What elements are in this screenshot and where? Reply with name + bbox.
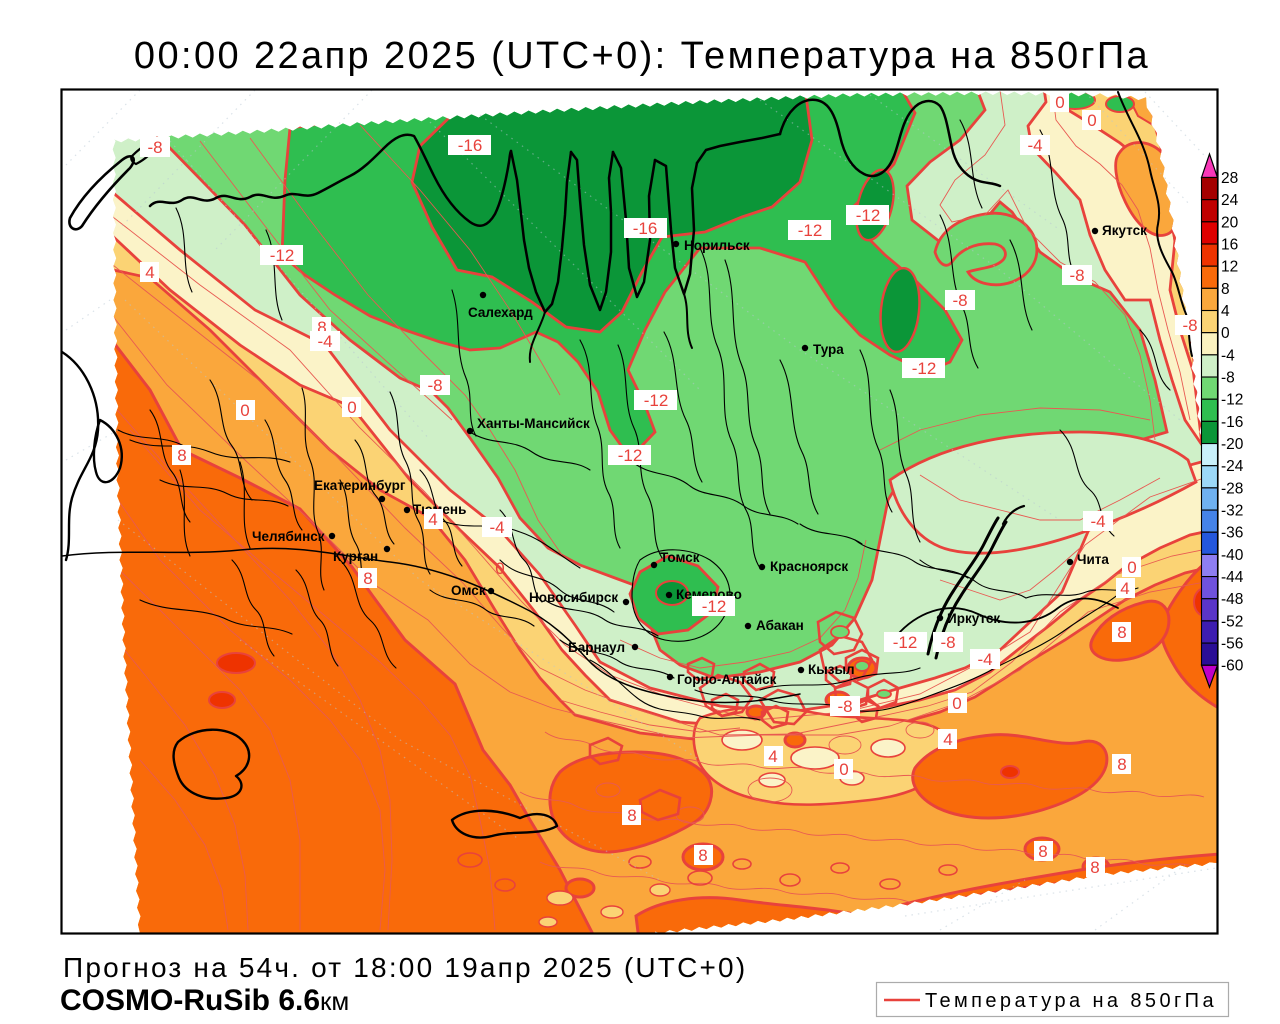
svg-text:-12: -12 xyxy=(270,246,295,265)
svg-text:Омск: Омск xyxy=(451,583,486,598)
svg-text:Новосибирск: Новосибирск xyxy=(529,590,618,605)
svg-text:Температура на 850гПа: Температура на 850гПа xyxy=(925,990,1217,1012)
svg-text:-12: -12 xyxy=(618,446,643,465)
svg-text:Курган: Курган xyxy=(333,549,378,564)
svg-text:Иркутск: Иркутск xyxy=(947,611,1000,626)
svg-text:-8: -8 xyxy=(837,697,852,716)
svg-text:-32: -32 xyxy=(1221,503,1243,520)
svg-text:-4: -4 xyxy=(489,518,504,537)
svg-text:Красноярск: Красноярск xyxy=(770,559,848,574)
svg-text:8: 8 xyxy=(698,846,707,865)
svg-text:Тура: Тура xyxy=(813,342,844,357)
svg-text:Прогноз на 54ч. от 18:00 19апр: Прогноз на 54ч. от 18:00 19апр 2025 (UTC… xyxy=(63,952,747,983)
svg-text:Барнаул: Барнаул xyxy=(568,640,625,655)
svg-text:-60: -60 xyxy=(1221,658,1244,675)
svg-text:-48: -48 xyxy=(1221,591,1243,608)
svg-text:-12: -12 xyxy=(644,391,669,410)
svg-text:-12: -12 xyxy=(912,359,937,378)
svg-text:Горно-Алтайск: Горно-Алтайск xyxy=(677,672,777,687)
svg-text:-8: -8 xyxy=(940,633,955,652)
svg-text:4: 4 xyxy=(1120,579,1129,598)
svg-text:8: 8 xyxy=(317,318,326,337)
svg-text:-8: -8 xyxy=(1221,370,1235,387)
svg-text:-16: -16 xyxy=(458,136,483,155)
svg-text:Салехард: Салехард xyxy=(468,305,533,320)
svg-text:-12: -12 xyxy=(1221,392,1243,409)
svg-text:0: 0 xyxy=(347,398,356,417)
svg-text:COSMO-RuSib 6.6км: COSMO-RuSib 6.6км xyxy=(60,984,349,1017)
svg-text:Абакан: Абакан xyxy=(756,618,804,633)
svg-text:8: 8 xyxy=(177,446,186,465)
svg-text:-8: -8 xyxy=(1069,266,1084,285)
svg-text:24: 24 xyxy=(1221,192,1239,209)
svg-text:-4: -4 xyxy=(1090,512,1105,531)
svg-text:0: 0 xyxy=(1221,325,1230,342)
svg-text:Якутск: Якутск xyxy=(1102,223,1147,238)
svg-text:8: 8 xyxy=(363,569,372,588)
svg-text:00:00 22апр 2025 (UTC+0): Темп: 00:00 22апр 2025 (UTC+0): Температура на… xyxy=(134,35,1150,77)
svg-text:-56: -56 xyxy=(1221,636,1243,653)
svg-text:-8: -8 xyxy=(1182,316,1197,335)
svg-text:4: 4 xyxy=(943,730,952,749)
svg-text:0: 0 xyxy=(240,401,249,420)
svg-text:8: 8 xyxy=(1090,858,1099,877)
svg-text:-12: -12 xyxy=(798,221,823,240)
svg-text:4: 4 xyxy=(1221,303,1230,320)
svg-text:4: 4 xyxy=(145,263,154,282)
svg-text:Ханты-Мансийск: Ханты-Мансийск xyxy=(477,416,590,431)
svg-text:20: 20 xyxy=(1221,214,1239,231)
svg-text:-4: -4 xyxy=(977,650,992,669)
svg-text:-12: -12 xyxy=(702,597,727,616)
svg-text:8: 8 xyxy=(1117,755,1126,774)
svg-text:0: 0 xyxy=(495,559,504,578)
svg-text:-44: -44 xyxy=(1221,569,1244,586)
svg-text:-8: -8 xyxy=(147,138,162,157)
svg-text:-16: -16 xyxy=(1221,414,1243,431)
svg-text:0: 0 xyxy=(1127,558,1136,577)
svg-text:8: 8 xyxy=(1117,623,1126,642)
svg-text:0: 0 xyxy=(1087,111,1096,130)
svg-text:12: 12 xyxy=(1221,259,1238,276)
svg-text:-12: -12 xyxy=(856,206,881,225)
svg-text:-24: -24 xyxy=(1221,458,1244,475)
svg-text:-16: -16 xyxy=(633,219,658,238)
svg-text:-20: -20 xyxy=(1221,436,1244,453)
svg-text:8: 8 xyxy=(627,806,636,825)
svg-text:0: 0 xyxy=(952,694,961,713)
svg-text:-8: -8 xyxy=(427,376,442,395)
svg-text:Кызыл: Кызыл xyxy=(808,662,855,677)
svg-text:8: 8 xyxy=(1221,281,1230,298)
svg-text:28: 28 xyxy=(1221,170,1238,187)
svg-text:-40: -40 xyxy=(1221,547,1244,564)
svg-text:-52: -52 xyxy=(1221,613,1243,630)
svg-text:Чита: Чита xyxy=(1077,552,1109,567)
svg-text:16: 16 xyxy=(1221,237,1238,254)
svg-text:-36: -36 xyxy=(1221,525,1243,542)
svg-text:8: 8 xyxy=(1038,842,1047,861)
svg-text:-12: -12 xyxy=(893,633,918,652)
svg-text:Томск: Томск xyxy=(660,550,700,565)
svg-text:4: 4 xyxy=(428,510,437,529)
svg-text:0: 0 xyxy=(839,760,848,779)
svg-text:4: 4 xyxy=(768,747,777,766)
svg-text:Норильск: Норильск xyxy=(684,238,750,253)
svg-text:Челябинск: Челябинск xyxy=(252,529,325,544)
svg-text:0: 0 xyxy=(1055,93,1064,112)
svg-text:-4: -4 xyxy=(1221,347,1235,364)
svg-text:-4: -4 xyxy=(317,332,332,351)
svg-text:-8: -8 xyxy=(952,291,967,310)
svg-text:-28: -28 xyxy=(1221,480,1243,497)
svg-text:-4: -4 xyxy=(1027,136,1042,155)
svg-text:Екатеринбург: Екатеринбург xyxy=(314,478,406,493)
